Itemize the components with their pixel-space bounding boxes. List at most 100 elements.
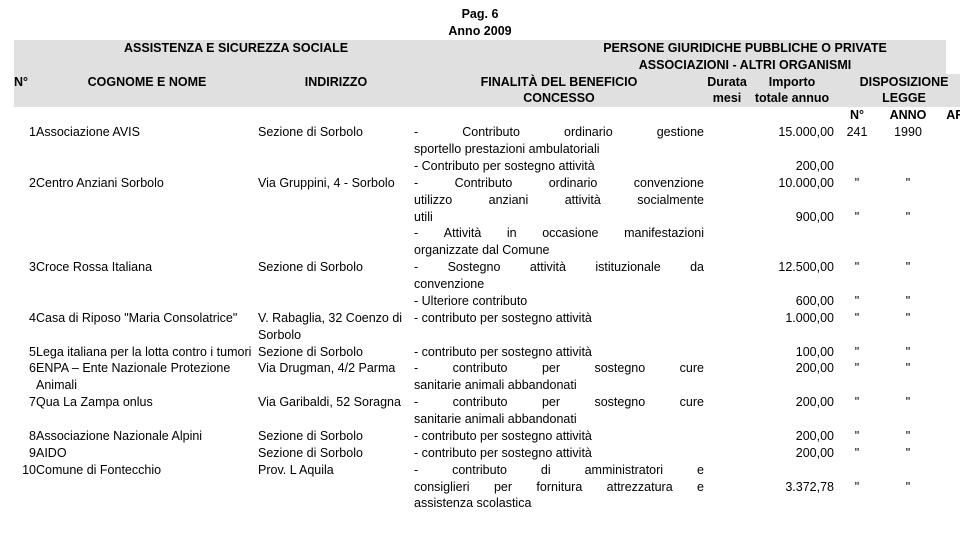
- row-disp-anno: " ": [880, 259, 936, 310]
- row-indirizzo: V. Rabaglia, 32 Coenzo di Sorbolo: [258, 310, 414, 344]
- table-row: 8 Associazione Nazionale Alpini Sezione …: [14, 428, 960, 445]
- row-n: 7: [14, 394, 36, 428]
- row-disp-anno: ": [880, 360, 936, 394]
- row-n: 9: [14, 445, 36, 462]
- hdr-mesi: mesi: [704, 90, 750, 107]
- row-disp-art: " ": [936, 175, 960, 259]
- row-nome: Associazione Nazionale Alpini: [36, 428, 258, 445]
- category-right-2: ASSOCIAZIONI - ALTRI ORGANISMI: [544, 57, 946, 74]
- row-nome: Associazione AVIS: [36, 124, 258, 175]
- row-beneficio: -Contributoordinarioconvenzioneutilizzoa…: [414, 175, 704, 259]
- row-beneficio: -contributopersostegnocuresanitarie anim…: [414, 394, 704, 428]
- table-row: 1 Associazione AVIS Sezione di Sorbolo -…: [14, 124, 960, 175]
- row-durata: [704, 344, 750, 361]
- row-importo: 3.372,78: [750, 462, 834, 513]
- row-disp-art: " ": [936, 259, 960, 310]
- row-n: 1: [14, 124, 36, 175]
- row-nome: ENPA – Ente Nazionale Protezione Animali: [36, 360, 258, 394]
- row-durata: [704, 259, 750, 310]
- row-durata: [704, 445, 750, 462]
- row-disp-n: ": [834, 394, 880, 428]
- row-beneficio: - contributo per sostegno attività: [414, 344, 704, 361]
- row-nome: AIDO: [36, 445, 258, 462]
- row-disp-n: ": [834, 462, 880, 513]
- row-beneficio: - contributo per sostegno attività: [414, 445, 704, 462]
- row-indirizzo: Sezione di Sorbolo: [258, 428, 414, 445]
- row-disp-art: ": [936, 344, 960, 361]
- year-label: Anno 2009: [14, 23, 946, 40]
- table-row: 4 Casa di Riposo "Maria Consolatrice" V.…: [14, 310, 960, 344]
- row-n: 4: [14, 310, 36, 344]
- row-durata: [704, 394, 750, 428]
- row-disp-n: ": [834, 344, 880, 361]
- row-beneficio: - contributo per sostegno attività: [414, 428, 704, 445]
- row-importo: 12.500,00 600,00: [750, 259, 834, 310]
- row-importo: 200,00: [750, 428, 834, 445]
- row-indirizzo: Sezione di Sorbolo: [258, 259, 414, 310]
- row-n: 2: [14, 175, 36, 259]
- row-nome: Casa di Riposo "Maria Consolatrice": [36, 310, 258, 344]
- table-row: 6 ENPA – Ente Nazionale Protezione Anima…: [14, 360, 960, 394]
- row-disp-art: ": [936, 445, 960, 462]
- row-durata: [704, 360, 750, 394]
- category-left: ASSISTENZA E SICUREZZA SOCIALE: [14, 40, 544, 57]
- table-row: 5 Lega italiana per la lotta contro i tu…: [14, 344, 960, 361]
- category-right-1: PERSONE GIURIDICHE PUBBLICHE O PRIVATE: [544, 40, 946, 57]
- row-disp-anno: ": [880, 344, 936, 361]
- row-disp-anno: ": [880, 445, 936, 462]
- row-nome: Lega italiana per la lotta contro i tumo…: [36, 344, 258, 361]
- row-disp-anno: ": [880, 428, 936, 445]
- row-beneficio: -contributodiamministratorieconsiglierip…: [414, 462, 704, 513]
- row-n: 3: [14, 259, 36, 310]
- hdr-cognome: COGNOME E NOME: [36, 74, 258, 91]
- category-left-spacer: [14, 57, 544, 74]
- hdr-indirizzo: INDIRIZZO: [258, 74, 414, 91]
- table-row: 10 Comune di Fontecchio Prov. L Aquila -…: [14, 462, 960, 513]
- row-disp-art: ": [936, 394, 960, 428]
- row-disp-art: ": [936, 360, 960, 394]
- row-importo: 15.000,00 200,00: [750, 124, 834, 175]
- hdr-importo: Importo: [750, 74, 834, 91]
- row-indirizzo: Sezione di Sorbolo: [258, 344, 414, 361]
- row-disp-anno: ": [880, 462, 936, 513]
- row-disp-anno: 1990: [880, 124, 936, 175]
- row-beneficio: -Sostegnoattivitàistituzionaledaconvenzi…: [414, 259, 704, 310]
- hdr-dart: ART.: [936, 107, 960, 124]
- row-disp-art: 12: [936, 124, 960, 175]
- row-durata: [704, 175, 750, 259]
- row-n: 5: [14, 344, 36, 361]
- row-nome: Centro Anziani Sorbolo: [36, 175, 258, 259]
- row-nome: Qua La Zampa onlus: [36, 394, 258, 428]
- hdr-disposizione: DISPOSIZIONE: [834, 74, 960, 91]
- row-durata: [704, 428, 750, 445]
- row-disp-n: " ": [834, 259, 880, 310]
- row-disp-art: ": [936, 428, 960, 445]
- row-disp-n: ": [834, 360, 880, 394]
- row-disp-anno: ": [880, 310, 936, 344]
- row-disp-n: ": [834, 310, 880, 344]
- hdr-beneficio: FINALITÀ DEL BENEFICIO: [414, 74, 704, 91]
- hdr-concesso: CONCESSO: [414, 90, 704, 107]
- row-disp-n: 241: [834, 124, 880, 175]
- hdr-dn: N°: [834, 107, 880, 124]
- row-indirizzo: Via Garibaldi, 52 Soragna: [258, 394, 414, 428]
- table-row: 9 AIDO Sezione di Sorbolo - contributo p…: [14, 445, 960, 462]
- row-disp-anno: " ": [880, 175, 936, 259]
- row-indirizzo: Via Gruppini, 4 - Sorbolo: [258, 175, 414, 259]
- row-durata: [704, 462, 750, 513]
- row-disp-n: " ": [834, 175, 880, 259]
- table-row: 3 Croce Rossa Italiana Sezione di Sorbol…: [14, 259, 960, 310]
- row-importo: 200,00: [750, 394, 834, 428]
- row-importo: 200,00: [750, 360, 834, 394]
- row-beneficio: -contributopersostegnocuresanitarie anim…: [414, 360, 704, 394]
- table-row: 2 Centro Anziani Sorbolo Via Gruppini, 4…: [14, 175, 960, 259]
- row-indirizzo: Sezione di Sorbolo: [258, 445, 414, 462]
- row-durata: [704, 310, 750, 344]
- row-disp-art: ": [936, 310, 960, 344]
- hdr-totale-annuo: totale annuo: [750, 90, 834, 107]
- hdr-legge: LEGGE: [834, 90, 960, 107]
- row-nome: Comune di Fontecchio: [36, 462, 258, 513]
- row-disp-art: ": [936, 462, 960, 513]
- hdr-durata: Durata: [704, 74, 750, 91]
- row-disp-anno: ": [880, 394, 936, 428]
